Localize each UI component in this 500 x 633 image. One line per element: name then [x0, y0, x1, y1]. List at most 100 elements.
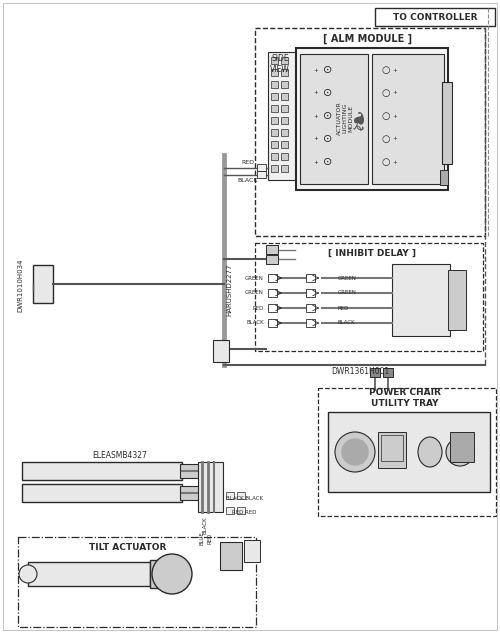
Bar: [378, 432, 406, 468]
Text: HARUSHD2277: HARUSHD2277: [226, 264, 232, 316]
Bar: [281, 165, 288, 172]
Bar: [383, 368, 393, 377]
Bar: [392, 264, 450, 336]
Bar: [281, 57, 288, 64]
Text: ⊙: ⊙: [324, 134, 332, 144]
Bar: [257, 171, 266, 178]
Bar: [306, 289, 315, 297]
Bar: [375, 8, 495, 26]
Text: BLACK: BLACK: [202, 516, 207, 534]
Text: +: +: [392, 113, 398, 118]
Bar: [372, 54, 444, 184]
Text: ○: ○: [382, 111, 390, 121]
Text: ○: ○: [382, 134, 390, 144]
Bar: [150, 560, 175, 588]
Text: RED: RED: [338, 306, 349, 311]
Bar: [244, 540, 260, 562]
Text: RED: RED: [252, 306, 264, 311]
Bar: [268, 289, 277, 297]
Bar: [328, 412, 490, 492]
Text: +: +: [392, 91, 398, 96]
Circle shape: [446, 438, 474, 466]
Bar: [442, 82, 452, 164]
Text: +: +: [392, 160, 398, 165]
Bar: [213, 340, 229, 362]
Text: +: +: [392, 68, 398, 73]
Bar: [306, 319, 315, 327]
Text: GREEN: GREEN: [245, 275, 264, 280]
Text: [ INHIBIT DELAY ]: [ INHIBIT DELAY ]: [328, 249, 416, 258]
Circle shape: [152, 554, 192, 594]
Bar: [271, 93, 278, 100]
Bar: [255, 243, 483, 351]
Bar: [281, 93, 288, 100]
Text: ○: ○: [382, 65, 390, 75]
Bar: [300, 54, 368, 184]
Bar: [281, 69, 288, 76]
Text: DWR1010H034: DWR1010H034: [17, 258, 23, 311]
Bar: [18, 537, 256, 627]
Text: BLACK: BLACK: [338, 320, 355, 325]
Text: ELEASMB4327: ELEASMB4327: [92, 451, 148, 460]
Bar: [450, 432, 474, 462]
Bar: [306, 304, 315, 312]
Bar: [306, 274, 315, 282]
Text: TILT ACTUATOR: TILT ACTUATOR: [90, 544, 166, 553]
Bar: [381, 435, 403, 461]
Text: ○: ○: [382, 157, 390, 167]
Text: +: +: [392, 137, 398, 142]
Text: SIDE
VIEW: SIDE VIEW: [270, 54, 290, 73]
Bar: [268, 304, 277, 312]
Bar: [198, 462, 223, 512]
Text: ⊙: ⊙: [324, 157, 332, 167]
Bar: [370, 368, 380, 377]
Bar: [271, 105, 278, 112]
Text: [ ALM MODULE ]: [ ALM MODULE ]: [324, 34, 412, 44]
Text: BLUE: BLUE: [200, 531, 204, 545]
Text: +: +: [314, 160, 318, 165]
Bar: [281, 105, 288, 112]
Text: RED: RED: [242, 160, 254, 165]
Bar: [237, 492, 245, 499]
Bar: [237, 507, 245, 514]
Text: GREEN: GREEN: [338, 275, 357, 280]
Bar: [271, 165, 278, 172]
Text: TO CONTROLLER: TO CONTROLLER: [393, 13, 477, 22]
Bar: [281, 117, 288, 124]
Text: ACTUATOR
LIGHTING
MODULE: ACTUATOR LIGHTING MODULE: [336, 101, 353, 135]
Bar: [271, 57, 278, 64]
Text: ⊙: ⊙: [324, 111, 332, 121]
Bar: [271, 141, 278, 148]
Text: +: +: [314, 113, 318, 118]
Bar: [180, 464, 202, 478]
Bar: [281, 141, 288, 148]
Bar: [226, 492, 234, 499]
Bar: [268, 319, 277, 327]
Text: +: +: [314, 68, 318, 73]
Text: +: +: [314, 91, 318, 96]
Text: ○: ○: [382, 88, 390, 98]
Bar: [271, 69, 278, 76]
Bar: [268, 274, 277, 282]
Circle shape: [342, 439, 368, 465]
Bar: [22, 462, 182, 480]
Bar: [281, 81, 288, 88]
Text: RED RED: RED RED: [232, 510, 256, 515]
Text: BLACK: BLACK: [246, 320, 264, 325]
Bar: [440, 170, 448, 185]
Text: GREEN: GREEN: [338, 291, 357, 296]
Bar: [180, 486, 202, 500]
Text: POWER CHAIR
UTILITY TRAY: POWER CHAIR UTILITY TRAY: [369, 388, 441, 408]
Bar: [271, 81, 278, 88]
Circle shape: [335, 432, 375, 472]
Text: +: +: [314, 137, 318, 142]
Bar: [226, 507, 234, 514]
Bar: [281, 153, 288, 160]
Bar: [268, 52, 296, 180]
Ellipse shape: [418, 437, 442, 467]
Bar: [281, 129, 288, 136]
Bar: [296, 48, 448, 190]
Bar: [271, 117, 278, 124]
Bar: [22, 484, 182, 502]
Bar: [318, 388, 496, 516]
